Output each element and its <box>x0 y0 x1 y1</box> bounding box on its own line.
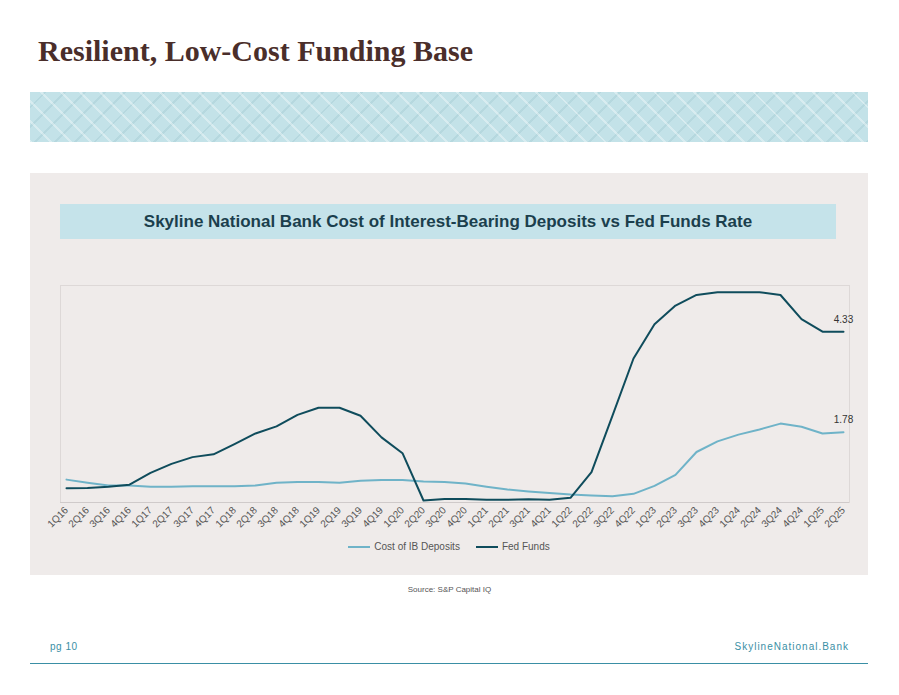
svg-text:1Q18: 1Q18 <box>213 504 238 529</box>
svg-text:3Q18: 3Q18 <box>255 504 280 529</box>
svg-text:4Q20: 4Q20 <box>444 504 469 529</box>
svg-text:2Q18: 2Q18 <box>234 504 259 529</box>
svg-text:2Q17: 2Q17 <box>150 504 175 529</box>
svg-text:3Q23: 3Q23 <box>675 504 700 529</box>
html-text:Cost of IB Deposits: Cost of IB Deposits <box>374 541 460 552</box>
svg-text:3Q17: 3Q17 <box>171 504 196 529</box>
svg-text:4Q23: 4Q23 <box>696 504 721 529</box>
html-text:Fed Funds: Fed Funds <box>501 541 550 552</box>
svg-text:2Q21: 2Q21 <box>486 504 511 529</box>
svg-text:2Q22: 2Q22 <box>570 504 595 529</box>
svg-text:4Q18: 4Q18 <box>276 504 301 529</box>
svg-text:4.33: 4.33 <box>834 314 854 325</box>
svg-text:4Q21: 4Q21 <box>528 504 553 529</box>
svg-text:1Q25: 1Q25 <box>801 504 826 529</box>
html-text:SkylineNational.Bank: SkylineNational.Bank <box>734 641 849 652</box>
svg-text:1Q24: 1Q24 <box>717 504 742 529</box>
svg-text:4Q16: 4Q16 <box>108 504 133 529</box>
svg-text:4Q19: 4Q19 <box>360 504 385 529</box>
svg-text:4Q17: 4Q17 <box>192 504 217 529</box>
svg-text:1Q19: 1Q19 <box>297 504 322 529</box>
html-text:pg 10: pg 10 <box>50 641 78 652</box>
svg-text:2Q24: 2Q24 <box>738 504 763 529</box>
svg-text:4Q24: 4Q24 <box>780 504 805 529</box>
svg-text:2Q23: 2Q23 <box>654 504 679 529</box>
svg-text:1Q20: 1Q20 <box>381 504 406 529</box>
svg-text:1Q23: 1Q23 <box>633 504 658 529</box>
svg-text:4Q22: 4Q22 <box>612 504 637 529</box>
svg-text:1Q17: 1Q17 <box>129 504 154 529</box>
svg-text:1.78: 1.78 <box>834 414 854 425</box>
svg-text:2Q20: 2Q20 <box>402 504 427 529</box>
svg-text:3Q22: 3Q22 <box>591 504 616 529</box>
svg-text:1Q16: 1Q16 <box>45 504 70 529</box>
svg-text:1Q21: 1Q21 <box>465 504 490 529</box>
html-text:Source: S&P Capital IQ: Source: S&P Capital IQ <box>407 585 492 594</box>
svg-text:2Q25: 2Q25 <box>822 504 847 529</box>
svg-text:3Q21: 3Q21 <box>507 504 532 529</box>
svg-text:3Q19: 3Q19 <box>339 504 364 529</box>
svg-text:3Q20: 3Q20 <box>423 504 448 529</box>
html-text:Skyline National Bank Cost of: Skyline National Bank Cost of Interest-B… <box>143 212 753 231</box>
svg-text:2Q16: 2Q16 <box>66 504 91 529</box>
html-text:Resilient, Low-Cost Funding Ba: Resilient, Low-Cost Funding Base <box>38 34 473 67</box>
svg-text:3Q16: 3Q16 <box>87 504 112 529</box>
svg-text:1Q22: 1Q22 <box>549 504 574 529</box>
svg-text:3Q24: 3Q24 <box>759 504 784 529</box>
svg-text:2Q19: 2Q19 <box>318 504 343 529</box>
